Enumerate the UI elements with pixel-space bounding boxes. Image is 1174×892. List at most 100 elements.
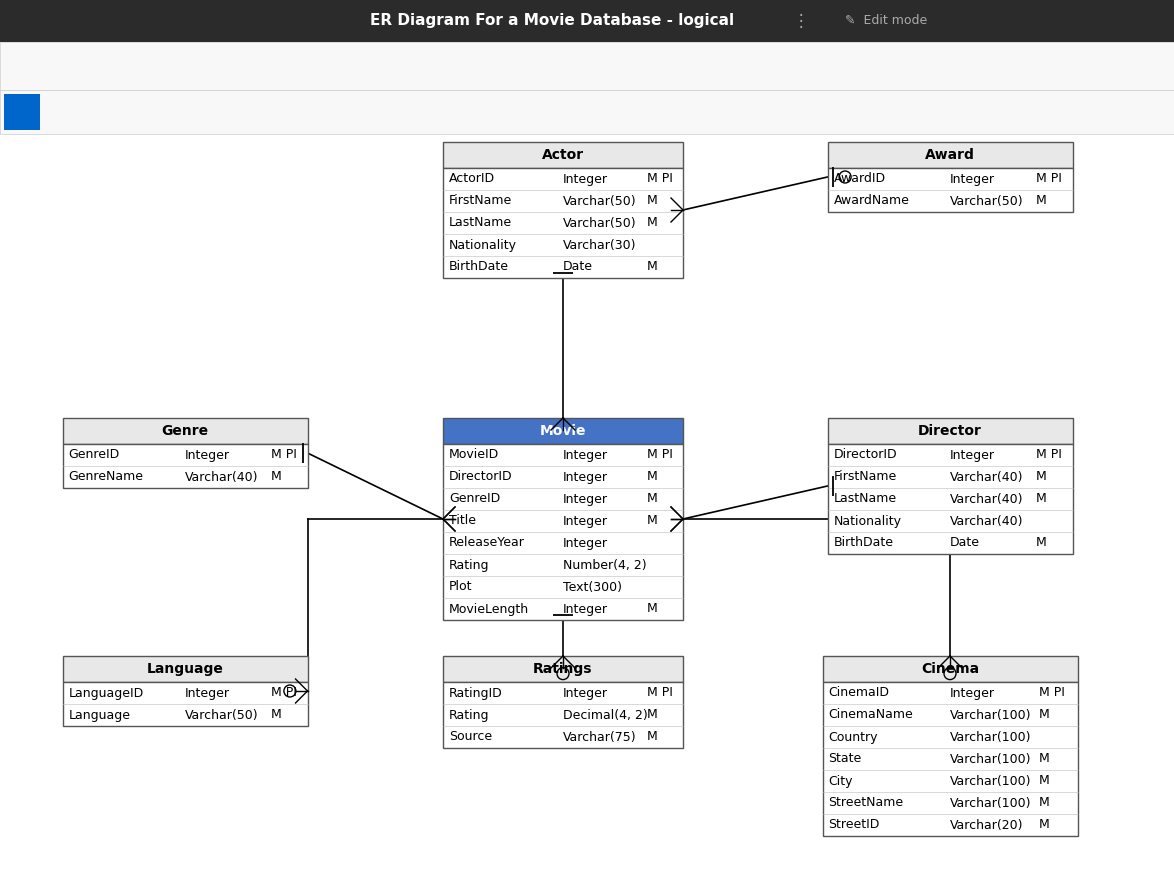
Text: LanguageID: LanguageID xyxy=(68,687,143,699)
Text: ⋮: ⋮ xyxy=(792,12,809,30)
Text: AwardID: AwardID xyxy=(834,172,885,186)
Text: M PI: M PI xyxy=(271,449,297,461)
Text: Varchar(100): Varchar(100) xyxy=(950,731,1032,744)
Text: M: M xyxy=(271,708,282,722)
Text: Movie: Movie xyxy=(540,424,586,438)
Text: GenreID: GenreID xyxy=(68,449,120,461)
Text: Varchar(50): Varchar(50) xyxy=(564,194,636,208)
Bar xyxy=(62,418,308,444)
Text: M: M xyxy=(647,515,657,527)
Text: M PI: M PI xyxy=(647,687,673,699)
Bar xyxy=(443,142,683,168)
Text: Integer: Integer xyxy=(564,172,608,186)
Text: Varchar(40): Varchar(40) xyxy=(185,470,258,483)
Text: M PI: M PI xyxy=(1035,449,1061,461)
Text: M: M xyxy=(647,731,657,744)
Text: M PI: M PI xyxy=(647,449,673,461)
Bar xyxy=(4,94,40,130)
Text: FirstName: FirstName xyxy=(448,194,512,208)
Text: Ratings: Ratings xyxy=(533,662,593,676)
Text: MovieLength: MovieLength xyxy=(448,602,529,615)
Text: M PI: M PI xyxy=(1039,687,1065,699)
Text: M: M xyxy=(1035,536,1046,549)
Text: BirthDate: BirthDate xyxy=(448,260,510,274)
Text: Source: Source xyxy=(448,731,492,744)
Text: Integer: Integer xyxy=(564,602,608,615)
Bar xyxy=(62,656,308,682)
Text: Integer: Integer xyxy=(950,172,996,186)
Text: M: M xyxy=(647,470,657,483)
Text: Integer: Integer xyxy=(564,470,608,483)
Text: Date: Date xyxy=(950,536,980,549)
Text: Varchar(20): Varchar(20) xyxy=(950,819,1024,831)
Bar xyxy=(443,656,683,682)
Bar xyxy=(828,168,1073,212)
Text: Genre: Genre xyxy=(162,424,209,438)
Text: StreetName: StreetName xyxy=(829,797,904,810)
Text: M PI: M PI xyxy=(1035,172,1061,186)
Text: Varchar(50): Varchar(50) xyxy=(564,217,636,229)
Text: Actor: Actor xyxy=(542,148,583,162)
Bar xyxy=(828,142,1073,168)
Text: Varchar(40): Varchar(40) xyxy=(950,515,1024,527)
Text: ReleaseYear: ReleaseYear xyxy=(448,536,525,549)
Text: M: M xyxy=(647,708,657,722)
Bar xyxy=(0,42,1174,90)
Text: Rating: Rating xyxy=(448,558,490,572)
Text: Integer: Integer xyxy=(950,449,996,461)
Text: StreetID: StreetID xyxy=(829,819,879,831)
Text: M: M xyxy=(1039,753,1050,765)
Bar xyxy=(823,656,1078,682)
Text: Title: Title xyxy=(448,515,475,527)
Bar xyxy=(828,444,1073,554)
Text: FirstName: FirstName xyxy=(834,470,897,483)
Text: GenreName: GenreName xyxy=(68,470,143,483)
Text: Nationality: Nationality xyxy=(834,515,902,527)
Text: Varchar(100): Varchar(100) xyxy=(950,753,1032,765)
Text: Date: Date xyxy=(564,260,593,274)
Text: Language: Language xyxy=(68,708,130,722)
Text: Plot: Plot xyxy=(448,581,472,593)
Bar xyxy=(443,682,683,748)
Text: BirthDate: BirthDate xyxy=(834,536,893,549)
Text: Varchar(100): Varchar(100) xyxy=(950,797,1032,810)
Text: M: M xyxy=(1039,774,1050,788)
Text: CinemaID: CinemaID xyxy=(829,687,890,699)
Text: M: M xyxy=(647,217,657,229)
Bar xyxy=(0,90,1174,134)
Bar xyxy=(443,168,683,278)
Text: M: M xyxy=(1039,708,1050,722)
Text: DirectorID: DirectorID xyxy=(448,470,513,483)
Text: M: M xyxy=(647,492,657,506)
Bar xyxy=(62,444,308,488)
Text: Integer: Integer xyxy=(564,536,608,549)
Text: Text(300): Text(300) xyxy=(564,581,622,593)
Text: M: M xyxy=(647,194,657,208)
Text: Director: Director xyxy=(918,424,981,438)
Text: Nationality: Nationality xyxy=(448,238,517,252)
Text: State: State xyxy=(829,753,862,765)
Text: Varchar(75): Varchar(75) xyxy=(564,731,636,744)
Text: MovieID: MovieID xyxy=(448,449,499,461)
Bar xyxy=(828,418,1073,444)
Text: Integer: Integer xyxy=(185,687,230,699)
Text: Varchar(50): Varchar(50) xyxy=(185,708,258,722)
Text: Decimal(4, 2): Decimal(4, 2) xyxy=(564,708,648,722)
Text: Language: Language xyxy=(147,662,223,676)
Text: ER Diagram For a Movie Database - logical: ER Diagram For a Movie Database - logica… xyxy=(370,13,734,29)
Text: M: M xyxy=(271,470,282,483)
Text: M: M xyxy=(647,602,657,615)
Text: Number(4, 2): Number(4, 2) xyxy=(564,558,647,572)
Text: LastName: LastName xyxy=(448,217,512,229)
Text: LastName: LastName xyxy=(834,492,897,506)
Text: M: M xyxy=(1039,819,1050,831)
Text: Varchar(50): Varchar(50) xyxy=(950,194,1024,208)
Text: M: M xyxy=(1035,492,1046,506)
Text: Varchar(30): Varchar(30) xyxy=(564,238,636,252)
Text: Integer: Integer xyxy=(185,449,230,461)
Text: Varchar(40): Varchar(40) xyxy=(950,492,1024,506)
Text: Cinema: Cinema xyxy=(920,662,979,676)
Text: Varchar(40): Varchar(40) xyxy=(950,470,1024,483)
Text: M: M xyxy=(1039,797,1050,810)
Text: Country: Country xyxy=(829,731,878,744)
